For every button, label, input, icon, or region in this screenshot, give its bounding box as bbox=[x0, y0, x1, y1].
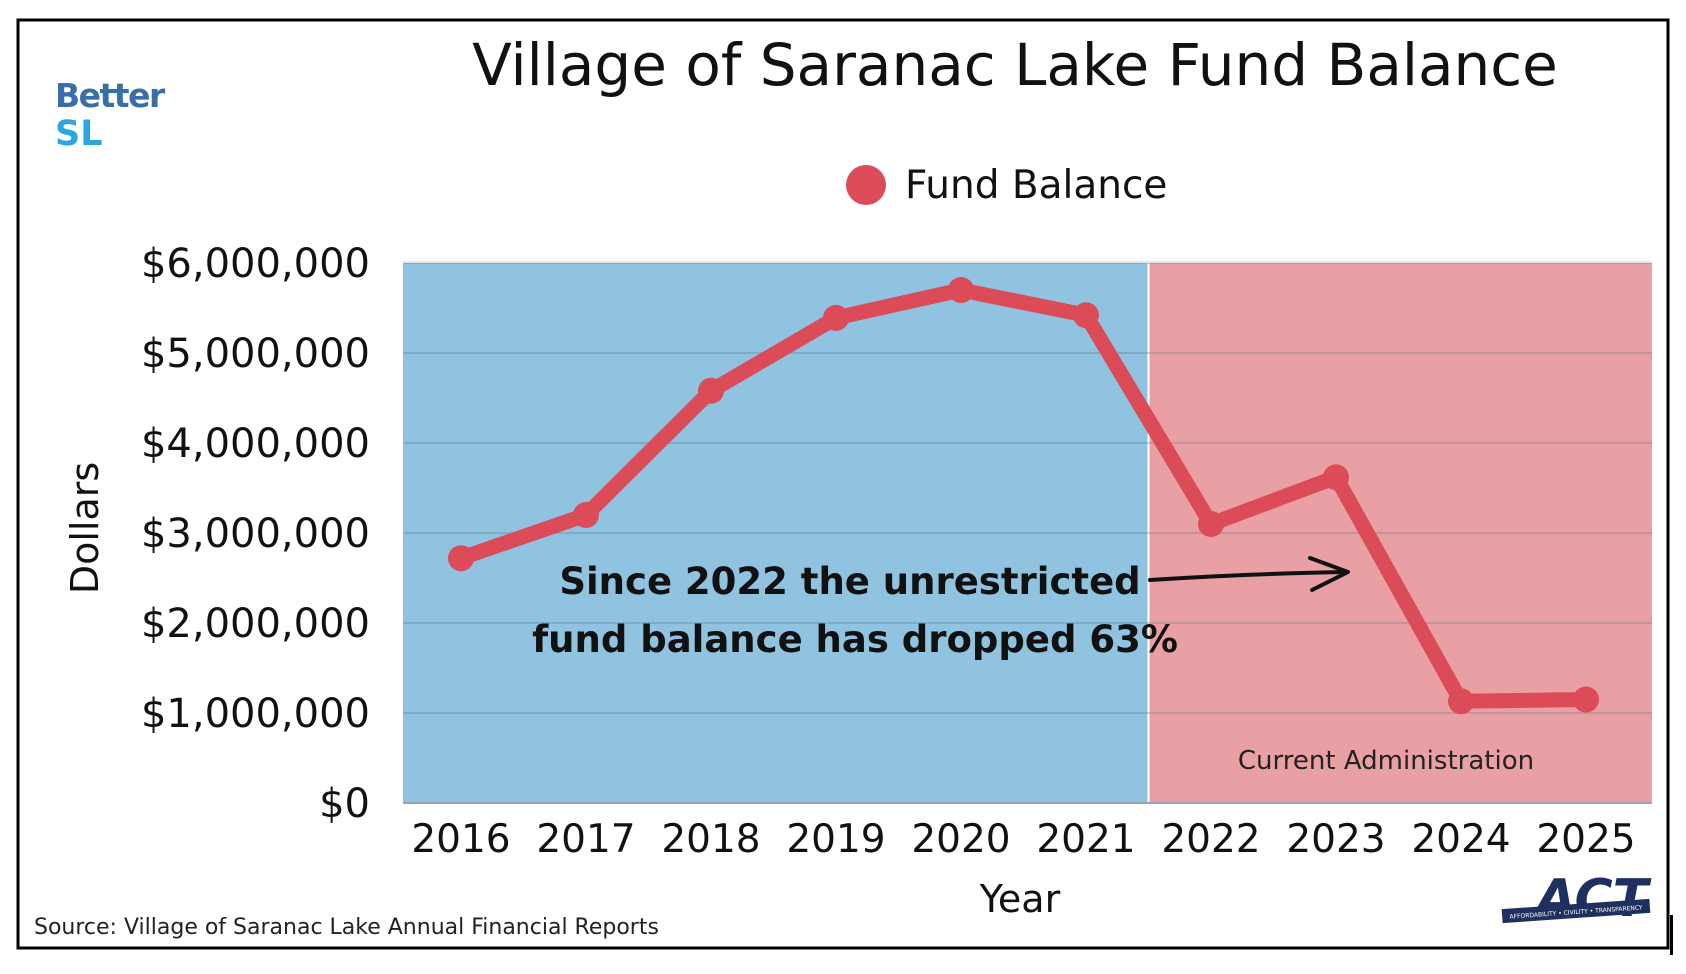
chart-title: Village of Saranac Lake Fund Balance bbox=[472, 31, 1558, 99]
act-logo-text: ACT bbox=[1532, 869, 1652, 929]
gridlines bbox=[403, 261, 1652, 804]
region-current-administration bbox=[1148, 263, 1652, 803]
y-tick-label: $4,000,000 bbox=[141, 421, 370, 467]
data-point bbox=[573, 502, 599, 528]
annotation-arrowhead bbox=[1308, 556, 1350, 592]
y-tick-label: $5,000,000 bbox=[141, 331, 370, 377]
data-point bbox=[448, 545, 474, 572]
x-tick-label: 2020 bbox=[911, 817, 1010, 862]
y-tick-label: $1,000,000 bbox=[141, 691, 370, 737]
data-point bbox=[1448, 688, 1474, 715]
y-tick-label: $0 bbox=[319, 781, 370, 827]
x-tick-label: 2022 bbox=[1161, 817, 1260, 862]
x-tick-label: 2016 bbox=[411, 817, 510, 862]
y-tick-label: $3,000,000 bbox=[141, 511, 370, 557]
x-tick-label: 2017 bbox=[536, 817, 635, 862]
data-point bbox=[1198, 511, 1224, 537]
act-logo: ACT AFFORDABILITY • CIVILITY • TRANSPARE… bbox=[1501, 869, 1652, 929]
corner-mark bbox=[1670, 915, 1673, 955]
source-note: Source: Village of Saranac Lake Annual F… bbox=[34, 915, 659, 940]
data-point bbox=[1573, 686, 1599, 713]
series-fund-balance bbox=[448, 277, 1599, 715]
legend-marker bbox=[846, 165, 886, 205]
legend-label: Fund Balance bbox=[905, 163, 1167, 208]
data-point bbox=[698, 377, 724, 404]
y-axis-label: Dollars bbox=[63, 462, 107, 594]
annotation-arrow bbox=[1148, 570, 1347, 582]
better-sl-logo-line1: Better bbox=[55, 76, 166, 115]
annotation: Since 2022 the unrestricted fund balance… bbox=[532, 556, 1350, 661]
better-sl-logo: Better SL bbox=[55, 76, 167, 154]
series-line bbox=[453, 282, 1594, 709]
y-tick-label: $6,000,000 bbox=[141, 241, 370, 287]
data-point bbox=[1073, 302, 1099, 329]
x-tick-label: 2019 bbox=[786, 817, 885, 862]
x-tick-label: 2024 bbox=[1411, 817, 1510, 862]
x-tick-label: 2023 bbox=[1286, 817, 1385, 862]
x-tick-label: 2025 bbox=[1536, 817, 1635, 862]
better-sl-logo-line2: SL bbox=[55, 114, 103, 154]
data-point bbox=[948, 277, 974, 303]
current-administration-label: Current Administration bbox=[1238, 746, 1534, 776]
act-logo-banner bbox=[1501, 898, 1651, 924]
y-axis-ticks: $0 $1,000,000 $2,000,000 $3,000,000 $4,000,0… bbox=[141, 241, 370, 827]
x-axis-label: Year bbox=[979, 877, 1061, 921]
legend: Fund Balance bbox=[846, 163, 1167, 208]
x-axis-ticks: 2016 2017 2018 2019 2020 2021 2022 2023 2024 2025 bbox=[411, 817, 1635, 862]
annotation-line1: Since 2022 the unrestricted bbox=[559, 560, 1140, 603]
data-point bbox=[823, 304, 849, 331]
x-tick-label: 2018 bbox=[661, 817, 760, 862]
annotation-line2: fund balance has dropped 63% bbox=[532, 618, 1178, 661]
y-tick-label: $2,000,000 bbox=[141, 601, 370, 647]
x-tick-label: 2021 bbox=[1036, 817, 1135, 862]
data-point bbox=[1323, 464, 1349, 491]
